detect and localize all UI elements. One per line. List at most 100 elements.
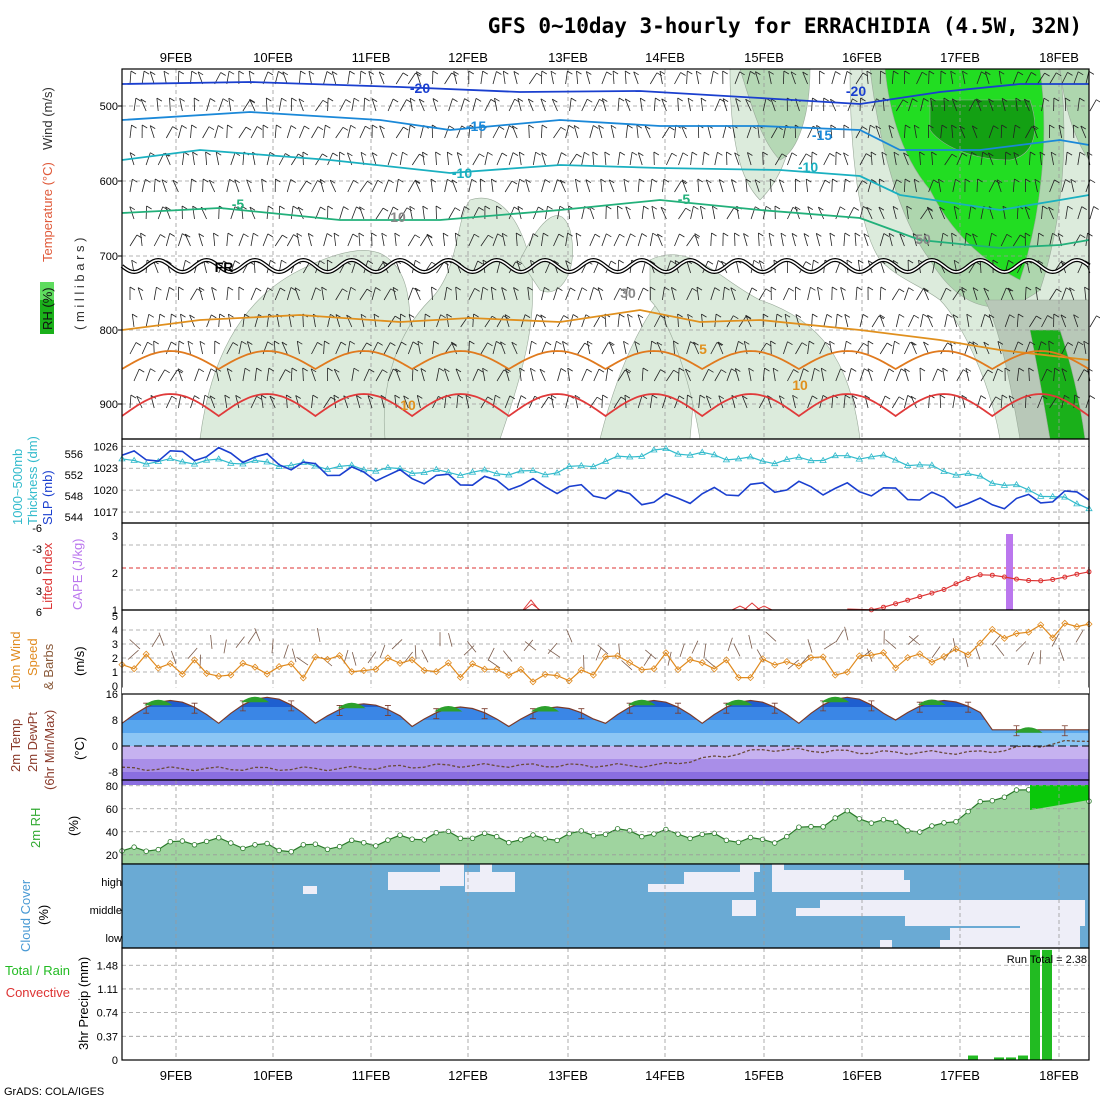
wind-barb-flag (1037, 260, 1044, 264)
temp-peak-green (724, 699, 753, 706)
surface-wind-barb (523, 639, 534, 651)
wind-barb (1032, 125, 1038, 139)
wind-barb-flag (942, 232, 949, 237)
wind-barb-flag (217, 125, 224, 129)
wind-barb-flag (687, 313, 693, 318)
wind-barb (479, 178, 482, 193)
wind-barb (153, 260, 159, 274)
wind-marker (988, 625, 996, 633)
wind-barb-flag (241, 340, 247, 345)
wind-barb (387, 98, 394, 112)
wind-barb-flag (228, 70, 235, 75)
wind-barb (480, 71, 484, 85)
thickness-marker (710, 451, 719, 458)
wind-barb-flag (977, 178, 983, 183)
wind-marker (867, 651, 875, 659)
wind-barb-flag (379, 125, 385, 130)
wind-barb (1025, 126, 1033, 139)
wind-barb-flag (244, 313, 250, 318)
wind-barb-flag (366, 288, 373, 293)
wind-barb-flag (319, 260, 325, 265)
wind-barb-flag (634, 341, 640, 345)
wind-barb (1065, 152, 1068, 166)
wind-barb-flag (541, 152, 547, 156)
wind-barb-flag (835, 151, 842, 156)
wind-barb (528, 72, 537, 85)
wind-barb (866, 71, 869, 85)
wind-barb-flag (575, 178, 581, 183)
wind-barb (371, 287, 376, 301)
wind-barb (295, 395, 300, 409)
wind-barb-flag (988, 98, 994, 103)
wind-barb (823, 153, 830, 166)
wind-barb (601, 342, 609, 355)
surface-wind-barb (414, 645, 417, 660)
wind-barb-flag (367, 395, 374, 399)
wind-barb-flag (570, 97, 577, 102)
wind-barb (911, 341, 917, 355)
wind-barb-flag (525, 179, 531, 183)
wind-barb (883, 368, 890, 382)
wind-barb (831, 178, 833, 193)
wind-barb (1004, 151, 1007, 166)
wind-barb (311, 126, 319, 139)
wind-barb (436, 261, 445, 274)
wind-barb (649, 72, 658, 85)
wind-barb-flag (1004, 367, 1011, 372)
wind-barb-flag (365, 125, 371, 130)
wind-barb-flag (511, 341, 518, 346)
thickness-marker (1048, 492, 1057, 499)
wind-barb-flag (923, 341, 929, 346)
wind-barb (194, 368, 200, 382)
wind-barb-flag (392, 206, 399, 211)
surface-wind-barb (859, 649, 872, 660)
wind-barb-flag (808, 340, 815, 345)
wind-barb (238, 341, 242, 355)
li-marker (1014, 576, 1019, 582)
wind-barb-flag (715, 313, 722, 318)
wind-barb (581, 314, 587, 328)
wind-marker (916, 650, 924, 658)
wind-barb (966, 314, 970, 328)
rh-marker (965, 808, 971, 815)
upper-ylabel-rh: RH (%) (40, 287, 55, 330)
thickness-marker (770, 459, 779, 467)
wind-barb (623, 179, 627, 193)
wind-barb (484, 152, 488, 166)
wind-barb (387, 152, 393, 166)
wind-marker (336, 652, 344, 660)
li-marker (1050, 577, 1056, 582)
rh-marker (469, 835, 476, 841)
wind-barb (1061, 395, 1065, 409)
wind-barb (988, 98, 994, 112)
wind-barb-flag (178, 286, 184, 291)
wind-barb (718, 179, 724, 193)
wind-barb-flag (530, 367, 536, 372)
wind-barb-flag (700, 97, 707, 102)
wind-barb (492, 71, 497, 85)
wind-barb (770, 126, 779, 139)
wind-barb (1000, 287, 1007, 301)
dewpoint-line (121, 739, 1090, 772)
wind-barb-flag (325, 124, 331, 129)
wind-barb-flag (209, 395, 216, 400)
wind-barb (799, 153, 807, 166)
wind-barb (565, 71, 568, 85)
surface-wind-barb (885, 639, 897, 649)
wind-barb-flag (544, 179, 551, 183)
wind-barb (859, 368, 865, 382)
wind-barb (1028, 367, 1030, 382)
rh-marker (155, 846, 161, 853)
wind-barb (494, 98, 498, 112)
contour-label: -20 (846, 83, 866, 99)
wind-barb (387, 206, 394, 220)
wind-barb-flag (432, 70, 439, 75)
rh-marker (518, 837, 524, 843)
wind-barb-flag (721, 260, 727, 265)
wind-barb-flag (972, 287, 979, 291)
slp-tick-label: 1023 (94, 463, 118, 475)
wind-barb (446, 314, 449, 328)
wind-barb-flag (1052, 232, 1058, 237)
wind-barb-flag (548, 396, 554, 401)
wind-barb (818, 206, 825, 220)
